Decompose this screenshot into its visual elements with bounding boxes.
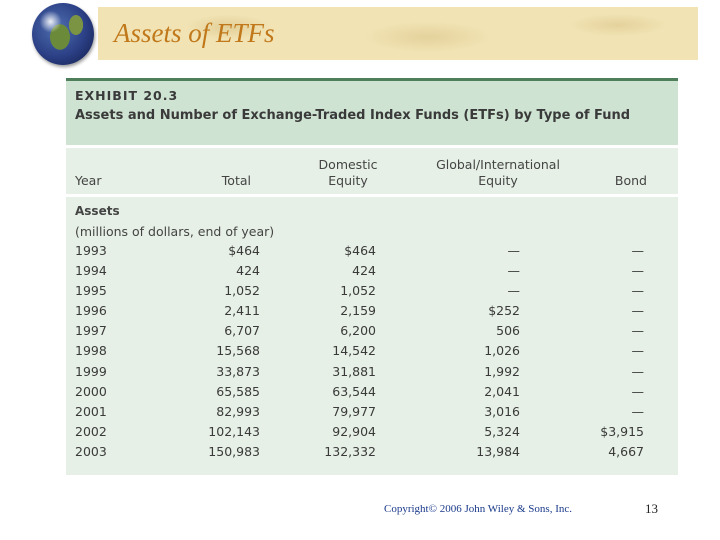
column-header-total: Total (221, 173, 251, 188)
page-number: 13 (645, 501, 658, 516)
slide-title: Assets of ETFs (114, 18, 275, 48)
cell-domestic-equity: 1,052 (340, 283, 376, 299)
cell-domestic-equity: 6,200 (340, 323, 376, 339)
cell-global-equity: 1,026 (484, 343, 520, 359)
cell-bond: — (631, 343, 645, 359)
cell-domestic-equity: $464 (344, 243, 376, 258)
cell-year: 1993 (75, 243, 107, 258)
cell-year: 2000 (75, 383, 107, 399)
table-row: 1997 6,707 6,200 506 — (66, 321, 678, 341)
table-row: 1998 15,568 14,542 1,026 — (66, 341, 678, 361)
cell-total: 150,983 (208, 443, 260, 459)
cell-global-equity: 506 (496, 323, 520, 339)
cell-year: 1998 (75, 343, 107, 359)
section-subtitle: (millions of dollars, end of year) (75, 224, 275, 239)
cell-year: 1994 (75, 263, 107, 279)
cell-total: 15,568 (216, 343, 260, 359)
title-banner (98, 7, 698, 60)
exhibit-header: EXHIBIT 20.3 Assets and Number of Exchan… (66, 81, 678, 145)
cell-year: 1995 (75, 283, 107, 299)
cell-total: 65,585 (216, 383, 260, 399)
cell-global-equity: — (507, 283, 521, 299)
column-headers: Year Total Domestic Equity Global/Intern… (66, 148, 678, 194)
cell-global-equity: $252 (488, 303, 520, 319)
table-row: 2003 150,983 132,332 13,984 4,667 (66, 442, 678, 462)
column-header-domestic-equity: Domestic Equity (318, 157, 378, 188)
cell-global-equity: — (507, 243, 521, 258)
exhibit-table: EXHIBIT 20.3 Assets and Number of Exchan… (66, 78, 678, 475)
cell-domestic-equity: 31,881 (332, 363, 376, 379)
cell-domestic-equity: 92,904 (332, 423, 376, 439)
cell-year: 1996 (75, 303, 107, 319)
cell-global-equity: 2,041 (484, 383, 520, 399)
exhibit-title: Assets and Number of Exchange-Traded Ind… (75, 108, 631, 123)
table-row: 2000 65,585 63,544 2,041 — (66, 382, 678, 402)
cell-year: 2003 (75, 443, 107, 459)
cell-total: 102,143 (208, 423, 260, 439)
section-label: Assets (75, 204, 120, 218)
divider (66, 145, 678, 148)
cell-year: 2002 (75, 423, 107, 439)
cell-global-equity: 13,984 (476, 443, 520, 459)
table-body: 1993 $464 $464 — — 1994 424 424 — — 1995 1,052 1,052… (66, 241, 678, 462)
cell-total: 1,052 (224, 283, 260, 299)
cell-total: $464 (228, 243, 260, 258)
copyright-notice: Copyright© 2006 John Wiley & Sons, Inc. (384, 503, 572, 515)
table-row: 1993 $464 $464 — — (66, 241, 678, 261)
cell-domestic-equity: 424 (352, 263, 376, 279)
cell-bond: — (631, 263, 645, 279)
table-row: 2001 82,993 79,977 3,016 — (66, 402, 678, 422)
exhibit-number: EXHIBIT 20.3 (75, 88, 179, 103)
cell-bond: $3,915 (600, 423, 644, 439)
cell-bond: — (631, 363, 645, 379)
cell-global-equity: 1,992 (484, 363, 520, 379)
cell-total: 33,873 (216, 363, 260, 379)
table-row: 1995 1,052 1,052 — — (66, 281, 678, 301)
exhibit-top-rule (66, 78, 678, 81)
cell-bond: — (631, 383, 645, 399)
cell-year: 1997 (75, 323, 107, 339)
column-header-global-equity: Global/International Equity (436, 157, 560, 188)
cell-year: 2001 (75, 403, 107, 419)
table-row: 1996 2,411 2,159 $252 — (66, 301, 678, 321)
cell-bond: — (631, 403, 645, 419)
cell-bond: — (631, 283, 645, 299)
cell-domestic-equity: 14,542 (332, 343, 376, 359)
cell-bond: — (631, 243, 645, 258)
cell-domestic-equity: 2,159 (340, 303, 376, 319)
divider (66, 194, 678, 197)
table-row: 1994 424 424 — — (66, 261, 678, 281)
cell-bond: — (631, 303, 645, 319)
table-row: 2002 102,143 92,904 5,324 $3,915 (66, 422, 678, 442)
column-header-year: Year (75, 173, 102, 188)
table-row: 1999 33,873 31,881 1,992 — (66, 362, 678, 382)
cell-total: 6,707 (224, 323, 260, 339)
cell-global-equity: 3,016 (484, 403, 520, 419)
column-header-bond: Bond (614, 173, 647, 188)
cell-domestic-equity: 132,332 (324, 443, 376, 459)
cell-global-equity: 5,324 (484, 423, 520, 439)
cell-bond: 4,667 (608, 443, 644, 459)
globe-icon (32, 3, 94, 65)
cell-global-equity: — (507, 263, 521, 279)
cell-total: 82,993 (216, 403, 260, 419)
cell-year: 1999 (75, 363, 107, 379)
cell-total: 2,411 (224, 303, 260, 319)
cell-total: 424 (236, 263, 260, 279)
cell-domestic-equity: 79,977 (332, 403, 376, 419)
cell-domestic-equity: 63,544 (332, 383, 376, 399)
cell-bond: — (631, 323, 645, 339)
